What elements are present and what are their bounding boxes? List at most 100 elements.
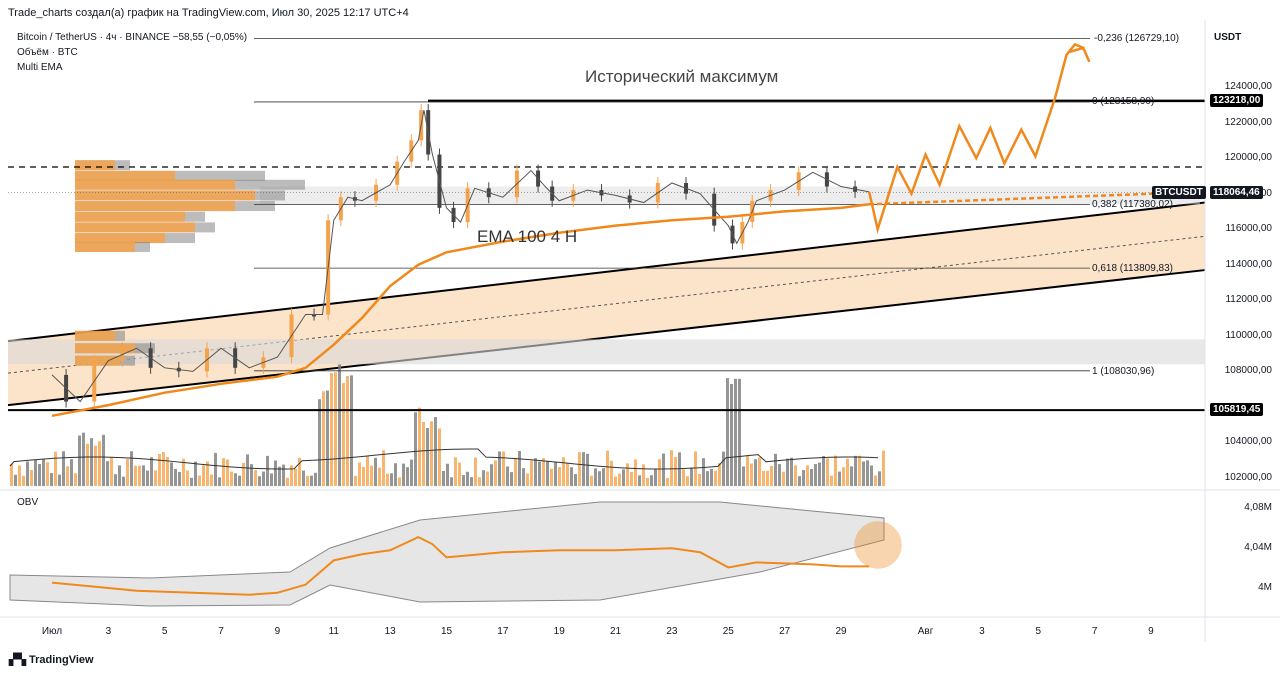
- volume-bar: [486, 471, 489, 486]
- volume-bar: [810, 469, 813, 486]
- volume-bar: [118, 465, 121, 486]
- volume-bar: [250, 464, 253, 486]
- volume-bar: [602, 468, 605, 486]
- volume-bar: [306, 475, 309, 486]
- volume-bar: [466, 471, 469, 486]
- symbol-line[interactable]: Bitcoin / TetherUS · 4ч · BINANCE −58,55…: [17, 32, 248, 43]
- volume-bar: [510, 472, 513, 486]
- price-tick: 110000,00: [1225, 329, 1272, 341]
- volume-bar: [78, 435, 81, 486]
- volume-bar: [706, 471, 709, 486]
- volume-bar: [546, 460, 549, 486]
- volume-bar: [606, 450, 609, 486]
- volume-bar: [738, 378, 741, 486]
- volume-bar: [702, 458, 705, 486]
- volume-bar: [610, 460, 613, 486]
- volume-bar: [586, 453, 589, 486]
- volume-bar: [10, 464, 13, 486]
- volume-bar: [774, 453, 777, 486]
- volume-bar: [446, 463, 449, 486]
- volume-bar: [570, 467, 573, 486]
- chart-credit: Trade_charts создал(а) график на Trading…: [8, 7, 409, 19]
- time-tick: 23: [666, 626, 678, 637]
- volume-bar: [254, 470, 257, 486]
- volume-bar: [754, 459, 757, 486]
- channel-upper-line: [7, 201, 1206, 343]
- volume-bar: [290, 465, 293, 486]
- time-tick: 29: [835, 626, 847, 637]
- time-tick: 5: [1035, 626, 1042, 637]
- volume-bar: [750, 463, 753, 486]
- volume-bar: [322, 391, 325, 486]
- volume-bar: [582, 452, 585, 486]
- volume-bar: [710, 468, 713, 486]
- volume-label[interactable]: Объём · BTC: [17, 47, 78, 58]
- volume-bar: [42, 459, 45, 486]
- volume-bar: [422, 421, 425, 486]
- volume-bar: [378, 467, 381, 486]
- time-tick: 25: [722, 626, 734, 637]
- tradingview-logo[interactable]: ▞▚ TradingView: [9, 653, 94, 666]
- price-tick: 112000,00: [1225, 294, 1272, 306]
- volume-bar: [406, 467, 409, 486]
- volume-bar: [122, 476, 125, 486]
- volume-bar: [266, 455, 269, 486]
- time-tick: Авг: [917, 626, 934, 637]
- volume-bar: [682, 469, 685, 486]
- obv-tick: 4,04M: [1244, 542, 1272, 553]
- volume-histogram: [9, 364, 885, 486]
- price-tick: 104000,00: [1224, 436, 1272, 448]
- volume-bar: [22, 475, 25, 486]
- volume-bar: [578, 452, 581, 486]
- time-tick: 13: [384, 626, 396, 637]
- fib-label-1: 1 (108030,96): [1092, 366, 1155, 377]
- volume-bar: [514, 457, 517, 486]
- volume-bar: [438, 428, 441, 486]
- indicator-label[interactable]: Multi EMA: [17, 62, 63, 73]
- volume-bar: [506, 466, 509, 486]
- price-tick: 102000,00: [1224, 472, 1272, 483]
- resistance-zone: [260, 186, 1200, 205]
- volume-bar: [550, 468, 553, 486]
- fib-label-neg0236: -0,236 (126729,10): [1094, 33, 1180, 44]
- profile-bar-up: [75, 160, 115, 171]
- obv-label[interactable]: OBV: [17, 497, 39, 508]
- volume-bar: [594, 468, 597, 486]
- volume-bar: [34, 459, 37, 486]
- obv-tick: 4,08M: [1244, 502, 1272, 513]
- volume-bar: [170, 462, 173, 486]
- volume-bar: [354, 475, 357, 486]
- fib-label-0618: 0,618 (113809,83): [1092, 263, 1173, 274]
- price-tick: 108000,00: [1224, 365, 1272, 377]
- volume-bar: [758, 457, 761, 486]
- volume-bar: [174, 468, 177, 486]
- volume-bar: [334, 372, 337, 486]
- volume-bar: [214, 452, 217, 486]
- brand-name: TradingView: [28, 654, 94, 666]
- volume-bar: [838, 471, 841, 486]
- volume-bar: [502, 451, 505, 486]
- volume-bar: [366, 456, 369, 486]
- volume-bar: [694, 451, 697, 486]
- volume-bar: [690, 467, 693, 486]
- ath-price-badge: 123218,00: [1210, 94, 1264, 107]
- volume-bar: [274, 460, 277, 486]
- volume-bar: [778, 464, 781, 486]
- volume-bar: [670, 450, 673, 486]
- volume-bar: [798, 476, 801, 486]
- volume-bar: [374, 457, 377, 486]
- volume-bar: [654, 469, 657, 486]
- fib-label-0: 0 (123158,90): [1092, 96, 1155, 107]
- volume-bar: [294, 468, 297, 486]
- profile-bar-up: [75, 170, 175, 181]
- volume-bar: [58, 474, 61, 486]
- volume-bar: [50, 473, 53, 486]
- volume-bar: [242, 462, 245, 486]
- currency-label[interactable]: USDT: [1214, 32, 1242, 43]
- volume-bar: [498, 451, 501, 486]
- volume-bar: [234, 473, 237, 486]
- volume-bar: [666, 477, 669, 486]
- volume-bar: [18, 465, 21, 486]
- volume-bar: [734, 378, 737, 486]
